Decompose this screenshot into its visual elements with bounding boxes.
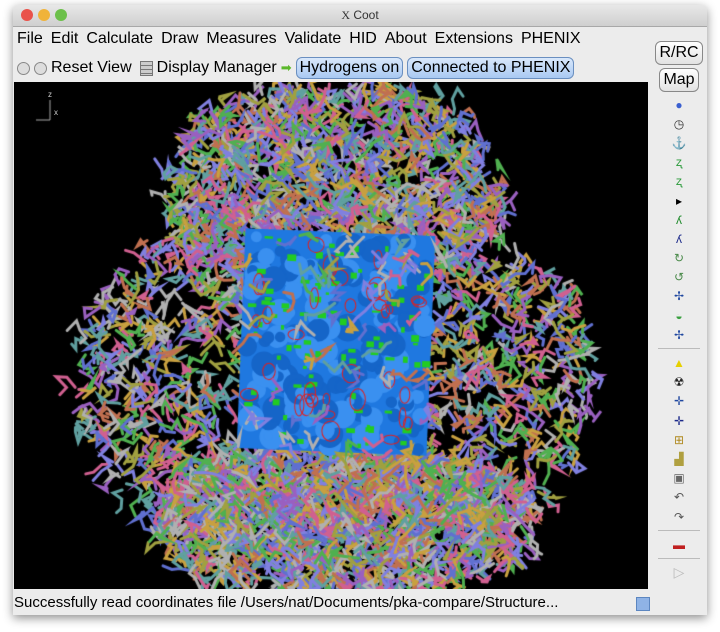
axis-x-label: x xyxy=(54,108,58,117)
coot-window: X Coot File Edit Calculate Draw Measures… xyxy=(13,5,707,615)
flag-icon[interactable]: ▬ xyxy=(673,537,685,552)
rigid-body-icon[interactable]: ʎ xyxy=(676,212,682,227)
display-manager-button[interactable]: Display Manager xyxy=(156,59,277,76)
regularize-icon[interactable]: ʐ xyxy=(676,174,682,189)
window-title: Coot xyxy=(353,8,379,22)
menu-hid[interactable]: HID xyxy=(349,30,377,47)
torsion-icon[interactable]: ↻ xyxy=(673,251,685,266)
menu-calculate[interactable]: Calculate xyxy=(86,30,154,47)
title-bar: X Coot xyxy=(13,5,707,27)
toolbar-separator xyxy=(658,348,700,350)
rotamer-icon[interactable]: ʎ xyxy=(676,231,682,246)
close-button[interactable] xyxy=(21,9,33,21)
axis-z-label: z xyxy=(48,90,52,99)
expand-triangle-icon[interactable]: ▷ xyxy=(673,564,685,581)
add-residue-icon[interactable]: ⊞ xyxy=(673,432,685,447)
menu-edit[interactable]: Edit xyxy=(50,30,79,47)
clock-icon[interactable]: ◷ xyxy=(673,116,685,131)
zoom-button[interactable] xyxy=(55,9,67,21)
place-atom-icon[interactable]: ▲ xyxy=(673,356,685,371)
delete-icon[interactable]: ▣ xyxy=(673,471,685,486)
toolbar-separator xyxy=(658,530,700,532)
rotate-translate-icon[interactable]: ● xyxy=(675,97,683,112)
menu-file[interactable]: File xyxy=(17,30,43,47)
menu-measures[interactable]: Measures xyxy=(206,30,277,47)
map-button[interactable]: Map xyxy=(659,68,699,92)
backrub-icon[interactable]: ✢ xyxy=(673,327,685,342)
toolbar-option-icon[interactable] xyxy=(34,61,47,75)
reset-view-button[interactable]: Reset View xyxy=(51,59,132,76)
stamp-icon[interactable]: ▟ xyxy=(674,451,684,466)
phenix-connection-button[interactable]: Connected to PHENIX xyxy=(407,57,575,79)
right-toolbar: R/RC Map ● ◷ ⚓ ʐ ʐ ▸ ʎ ʎ ↻ ↺ ✢ ◒ ✢ ▲ ☢ ✛ ✛ ⊞ ▟ ▣ ↶ ↷ ▬ ▷ xyxy=(652,41,706,583)
rrc-button[interactable]: R/RC xyxy=(655,41,703,65)
molecule-viewport[interactable]: z x xyxy=(14,82,648,589)
add-atom-icon[interactable]: ✛ xyxy=(673,394,685,409)
status-bar: Successfully read coordinates file /User… xyxy=(14,594,559,611)
green-arrow-icon: ➡ xyxy=(280,60,292,75)
menu-extensions[interactable]: Extensions xyxy=(434,30,513,47)
radiation-icon[interactable]: ☢ xyxy=(673,375,685,390)
menu-bar: File Edit Calculate Draw Measures Valida… xyxy=(13,27,585,51)
arrow-right-icon[interactable]: ▸ xyxy=(675,193,683,208)
x11-icon: X xyxy=(341,8,350,22)
toolbar-toggle-icon[interactable] xyxy=(17,61,30,75)
add-terminal-icon[interactable]: ✛ xyxy=(673,413,685,428)
refine-zone-icon[interactable]: ʐ xyxy=(676,155,682,170)
status-bar-button[interactable] xyxy=(636,597,650,611)
anchor-icon[interactable]: ⚓ xyxy=(671,135,687,150)
minimize-button[interactable] xyxy=(38,9,50,21)
sidechain-180-icon[interactable]: ◒ xyxy=(675,308,683,323)
molecule-graphics[interactable] xyxy=(14,82,648,589)
menu-phenix[interactable]: PHENIX xyxy=(520,30,581,47)
flip-peptide-icon[interactable]: ↺ xyxy=(673,270,685,285)
redo-icon[interactable]: ↷ xyxy=(673,509,685,524)
menu-about[interactable]: About xyxy=(384,30,427,47)
hydrogens-toggle-button[interactable]: Hydrogens on xyxy=(295,57,404,79)
toolbar-separator xyxy=(658,558,700,560)
menu-draw[interactable]: Draw xyxy=(161,30,199,47)
main-toolbar: Reset View Display Manager ➡ Hydrogens o… xyxy=(17,56,575,80)
side-chain-icon[interactable]: ✢ xyxy=(673,289,685,304)
undo-icon[interactable]: ↶ xyxy=(673,490,685,505)
menu-validate[interactable]: Validate xyxy=(284,30,342,47)
display-manager-icon xyxy=(139,60,153,76)
